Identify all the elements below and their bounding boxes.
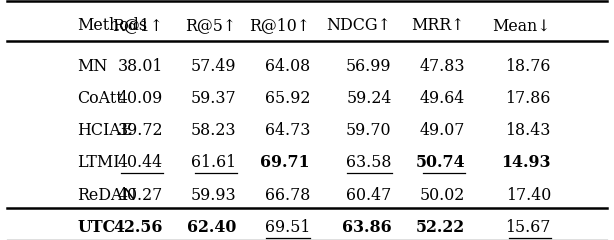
Text: 40.27: 40.27 — [118, 187, 163, 204]
Text: R@5↑: R@5↑ — [185, 17, 236, 34]
Text: R@10↑: R@10↑ — [249, 17, 310, 34]
Text: UTC: UTC — [77, 219, 115, 236]
Text: Methods: Methods — [77, 17, 147, 34]
Text: 64.08: 64.08 — [265, 58, 310, 75]
Text: 47.83: 47.83 — [419, 58, 465, 75]
Text: 56.99: 56.99 — [346, 58, 392, 75]
Text: 17.40: 17.40 — [505, 187, 551, 204]
Text: 14.93: 14.93 — [501, 155, 551, 171]
Text: 40.44: 40.44 — [118, 155, 163, 171]
Text: 52.22: 52.22 — [416, 219, 465, 236]
Text: 59.24: 59.24 — [346, 90, 392, 107]
Text: ReDAN: ReDAN — [77, 187, 137, 204]
Text: HCIAE: HCIAE — [77, 122, 133, 139]
Text: 49.64: 49.64 — [420, 90, 465, 107]
Text: 60.47: 60.47 — [346, 187, 392, 204]
Text: 39.72: 39.72 — [117, 122, 163, 139]
Text: 18.43: 18.43 — [505, 122, 551, 139]
Text: 50.74: 50.74 — [416, 155, 465, 171]
Text: 15.67: 15.67 — [505, 219, 551, 236]
Text: 58.23: 58.23 — [191, 122, 236, 139]
Text: 65.92: 65.92 — [265, 90, 310, 107]
Text: 61.61: 61.61 — [192, 155, 236, 171]
Text: 64.73: 64.73 — [265, 122, 310, 139]
Text: 59.93: 59.93 — [191, 187, 236, 204]
Text: LTMI: LTMI — [77, 155, 120, 171]
Text: Mean↓: Mean↓ — [492, 17, 551, 34]
Text: MN: MN — [77, 58, 107, 75]
Text: CoAtt: CoAtt — [77, 90, 123, 107]
Text: 40.09: 40.09 — [118, 90, 163, 107]
Text: 49.07: 49.07 — [420, 122, 465, 139]
Text: R@1↑: R@1↑ — [112, 17, 163, 34]
Text: 18.76: 18.76 — [505, 58, 551, 75]
Text: 38.01: 38.01 — [118, 58, 163, 75]
Text: MRR↑: MRR↑ — [411, 17, 465, 34]
Text: 62.40: 62.40 — [187, 219, 236, 236]
Text: NDCG↑: NDCG↑ — [327, 17, 392, 34]
Text: 42.56: 42.56 — [114, 219, 163, 236]
Text: 69.71: 69.71 — [260, 155, 310, 171]
Text: 57.49: 57.49 — [191, 58, 236, 75]
Text: 63.86: 63.86 — [342, 219, 392, 236]
Text: 17.86: 17.86 — [505, 90, 551, 107]
Text: 63.58: 63.58 — [346, 155, 392, 171]
Text: 50.02: 50.02 — [420, 187, 465, 204]
Text: 69.51: 69.51 — [265, 219, 310, 236]
Text: 66.78: 66.78 — [265, 187, 310, 204]
Text: 59.37: 59.37 — [191, 90, 236, 107]
Text: 59.70: 59.70 — [346, 122, 392, 139]
